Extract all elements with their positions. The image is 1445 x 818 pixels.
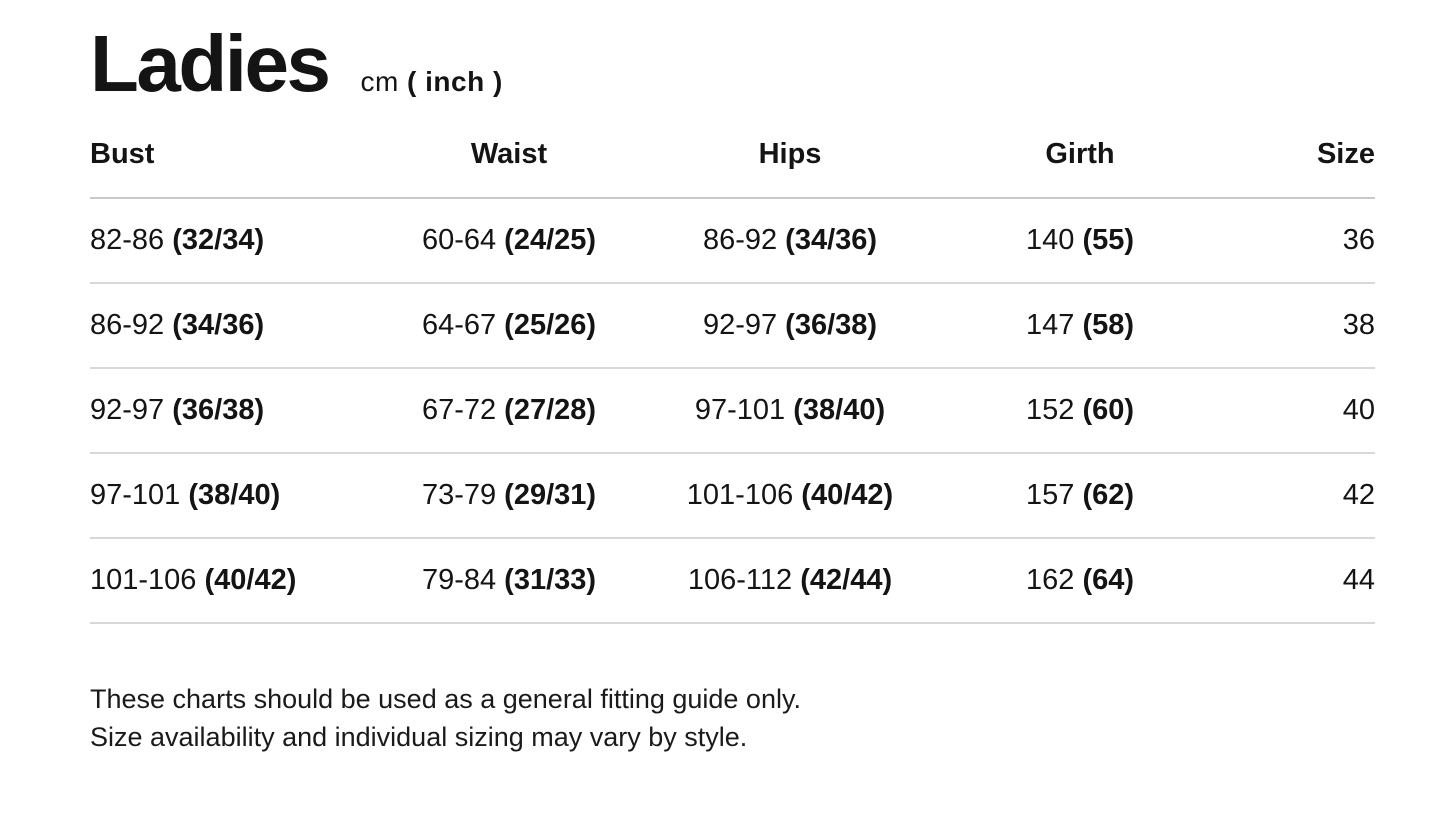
girth-cell: 162 (64) — [932, 538, 1228, 624]
hips-inch-value: (42/44) — [800, 564, 893, 596]
size-cell: 36 — [1228, 198, 1375, 284]
hips-cell: 101-106 (40/42) — [648, 453, 932, 539]
girth-inch-value: (55) — [1082, 224, 1135, 256]
size-cell: 42 — [1228, 453, 1375, 539]
size-cell: 38 — [1228, 283, 1375, 369]
size-cell: 44 — [1228, 538, 1375, 624]
hips-cm-value: 106-112 — [687, 564, 793, 596]
girth-cm-value: 157 — [1025, 479, 1075, 511]
waist-cm-value: 60-64 — [421, 224, 497, 256]
footer-note: These charts should be used as a general… — [90, 680, 1375, 756]
bust-cell: 92-97 (36/38) — [90, 368, 370, 454]
bust-cm-value: 86-92 — [90, 309, 165, 341]
girth-cell: 147 (58) — [932, 283, 1228, 369]
footer-line-2: Size availability and individual sizing … — [90, 722, 748, 752]
size-value: 42 — [1342, 479, 1375, 511]
girth-inch-value: (60) — [1082, 394, 1135, 426]
girth-cm-value: 162 — [1025, 564, 1075, 596]
girth-cm-value: 152 — [1025, 394, 1075, 426]
table-header-row: Bust Waist Hips Girth Size — [90, 138, 1375, 199]
table-body: 82-86 (32/34) 60-64 (24/25) 86-92 (34/36… — [90, 198, 1375, 624]
bust-cm-value: 101-106 — [90, 564, 197, 596]
hips-cell: 106-112 (42/44) — [648, 538, 932, 624]
bust-cm-value: 97-101 — [90, 479, 181, 511]
unit-cm-label: cm — [360, 66, 408, 97]
table-row: 82-86 (32/34) 60-64 (24/25) 86-92 (34/36… — [90, 198, 1375, 284]
bust-cell: 97-101 (38/40) — [90, 453, 370, 539]
girth-cell: 140 (55) — [932, 198, 1228, 284]
waist-cm-value: 67-72 — [421, 394, 497, 426]
table-row: 101-106 (40/42) 79-84 (31/33) 106-112 (4… — [90, 538, 1375, 624]
girth-cell: 152 (60) — [932, 368, 1228, 454]
table-row: 92-97 (36/38) 67-72 (27/28) 97-101 (38/4… — [90, 368, 1375, 454]
hips-inch-value: (36/38) — [785, 309, 878, 341]
size-chart-page: Ladies cm ( inch ) Bust Waist Hips Girth… — [90, 24, 1375, 756]
page-title: Ladies — [90, 19, 331, 108]
bust-cm-value: 92-97 — [90, 394, 165, 426]
girth-inch-value: (58) — [1082, 309, 1135, 341]
bust-inch-value: (34/36) — [172, 309, 265, 341]
column-header-girth: Girth — [932, 138, 1228, 199]
hips-cm-value: 97-101 — [694, 394, 786, 426]
waist-cell: 73-79 (29/31) — [370, 453, 648, 539]
waist-inch-value: (25/26) — [504, 309, 597, 341]
column-header-bust: Bust — [90, 138, 370, 199]
hips-cell: 97-101 (38/40) — [648, 368, 932, 454]
waist-cm-value: 79-84 — [421, 564, 497, 596]
girth-inch-value: (62) — [1082, 479, 1135, 511]
girth-cell: 157 (62) — [932, 453, 1228, 539]
size-value: 38 — [1342, 309, 1375, 341]
bust-inch-value: (36/38) — [172, 394, 265, 426]
ladies-size-table: Bust Waist Hips Girth Size 82-86 (32/34)… — [90, 138, 1375, 624]
unit-inch-label: ( inch ) — [407, 66, 503, 97]
waist-inch-value: (27/28) — [504, 394, 597, 426]
size-value: 44 — [1342, 564, 1375, 596]
column-header-hips: Hips — [648, 138, 932, 199]
bust-inch-value: (32/34) — [172, 224, 265, 256]
waist-cell: 60-64 (24/25) — [370, 198, 648, 284]
hips-cm-value: 92-97 — [702, 309, 778, 341]
bust-cell: 86-92 (34/36) — [90, 283, 370, 369]
waist-cell: 64-67 (25/26) — [370, 283, 648, 369]
waist-cm-value: 64-67 — [421, 309, 497, 341]
hips-inch-value: (38/40) — [793, 394, 886, 426]
bust-cm-value: 82-86 — [90, 224, 165, 256]
bust-cell: 82-86 (32/34) — [90, 198, 370, 284]
waist-cm-value: 73-79 — [421, 479, 497, 511]
title-row: Ladies cm ( inch ) — [90, 24, 1375, 104]
waist-cell: 79-84 (31/33) — [370, 538, 648, 624]
size-cell: 40 — [1228, 368, 1375, 454]
bust-inch-value: (38/40) — [188, 479, 281, 511]
hips-inch-value: (40/42) — [801, 479, 894, 511]
waist-inch-value: (31/33) — [504, 564, 597, 596]
hips-cm-value: 86-92 — [702, 224, 778, 256]
table-row: 97-101 (38/40) 73-79 (29/31) 101-106 (40… — [90, 453, 1375, 539]
bust-cell: 101-106 (40/42) — [90, 538, 370, 624]
hips-cm-value: 101-106 — [686, 479, 794, 511]
footer-line-1: These charts should be used as a general… — [90, 684, 801, 714]
girth-cm-value: 140 — [1025, 224, 1075, 256]
hips-cell: 92-97 (36/38) — [648, 283, 932, 369]
hips-cell: 86-92 (34/36) — [648, 198, 932, 284]
size-value: 36 — [1342, 224, 1375, 256]
column-header-size: Size — [1228, 138, 1375, 199]
girth-cm-value: 147 — [1025, 309, 1075, 341]
bust-inch-value: (40/42) — [204, 564, 297, 596]
table-header: Bust Waist Hips Girth Size — [90, 138, 1375, 199]
unit-label: cm ( inch ) — [360, 66, 502, 98]
waist-cell: 67-72 (27/28) — [370, 368, 648, 454]
column-header-waist: Waist — [370, 138, 648, 199]
hips-inch-value: (34/36) — [785, 224, 878, 256]
waist-inch-value: (29/31) — [504, 479, 597, 511]
table-row: 86-92 (34/36) 64-67 (25/26) 92-97 (36/38… — [90, 283, 1375, 369]
size-value: 40 — [1342, 394, 1375, 426]
girth-inch-value: (64) — [1082, 564, 1135, 596]
waist-inch-value: (24/25) — [504, 224, 597, 256]
